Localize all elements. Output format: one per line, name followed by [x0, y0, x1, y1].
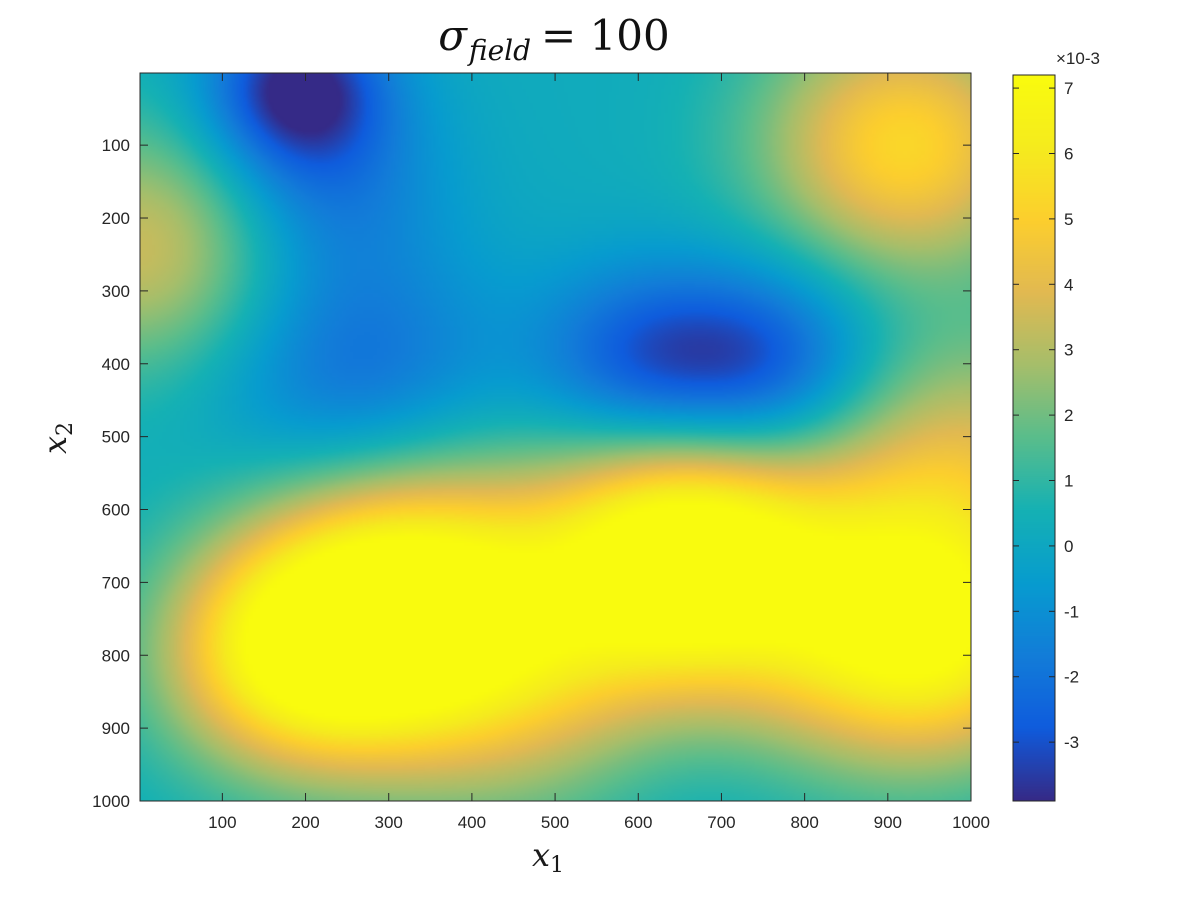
x-axis-label: x1 — [532, 836, 564, 878]
colorbar-tick-label: 0 — [1064, 537, 1073, 556]
x-tick-label: 400 — [458, 813, 486, 832]
x-tick-label: 600 — [624, 813, 652, 832]
y-tick-label: 200 — [102, 209, 130, 228]
colorbar-axis: -3 -2 -1 0 1 2 3 4 5 6 7 — [1013, 79, 1079, 752]
colorbar-tick-label: 4 — [1064, 275, 1073, 294]
colorbar-gradient — [1013, 75, 1055, 801]
colorbar-tick-label: 3 — [1064, 341, 1073, 360]
colorbar-tick-label: 6 — [1064, 144, 1073, 163]
x-axis: 100 200 300 400 500 600 700 800 900 1000 — [208, 73, 990, 832]
colorbar-tick-label: 1 — [1064, 472, 1073, 491]
y-tick-label: 1000 — [92, 792, 130, 811]
colorbar-tick-label: -1 — [1064, 602, 1079, 621]
colorbar-tick-label: 7 — [1064, 79, 1073, 98]
x-tick-label: 200 — [291, 813, 319, 832]
colorbar-frame — [1012, 74, 1056, 802]
colorbar-tick-label: 5 — [1064, 210, 1073, 229]
y-tick-label: 700 — [102, 573, 130, 592]
x-tick-label: 500 — [541, 813, 569, 832]
colorbar-tick-label: 2 — [1064, 406, 1073, 425]
x-tick-label: 700 — [707, 813, 735, 832]
colorbar-exponent-label: ×10-3 — [1056, 49, 1100, 68]
x-tick-label: 300 — [375, 813, 403, 832]
y-tick-label: 800 — [102, 646, 130, 665]
x-tick-label: 1000 — [952, 813, 990, 832]
y-axis: 100 200 300 400 500 600 700 800 900 1000 — [92, 136, 971, 811]
y-tick-label: 600 — [102, 501, 130, 520]
y-tick-label: 300 — [102, 282, 130, 301]
y-tick-label: 900 — [102, 719, 130, 738]
heatmap-image — [140, 73, 971, 801]
x-tick-label: 100 — [208, 813, 236, 832]
colorbar-tick-label: -3 — [1064, 733, 1079, 752]
x-tick-label: 800 — [790, 813, 818, 832]
y-tick-label: 400 — [102, 355, 130, 374]
y-tick-label: 100 — [102, 136, 130, 155]
colorbar-tick-label: -2 — [1064, 668, 1079, 687]
chart-title: σfield = 100 — [438, 11, 670, 67]
x-tick-label: 900 — [874, 813, 902, 832]
y-axis-label: x2 — [36, 422, 78, 454]
y-tick-label: 500 — [102, 428, 130, 447]
